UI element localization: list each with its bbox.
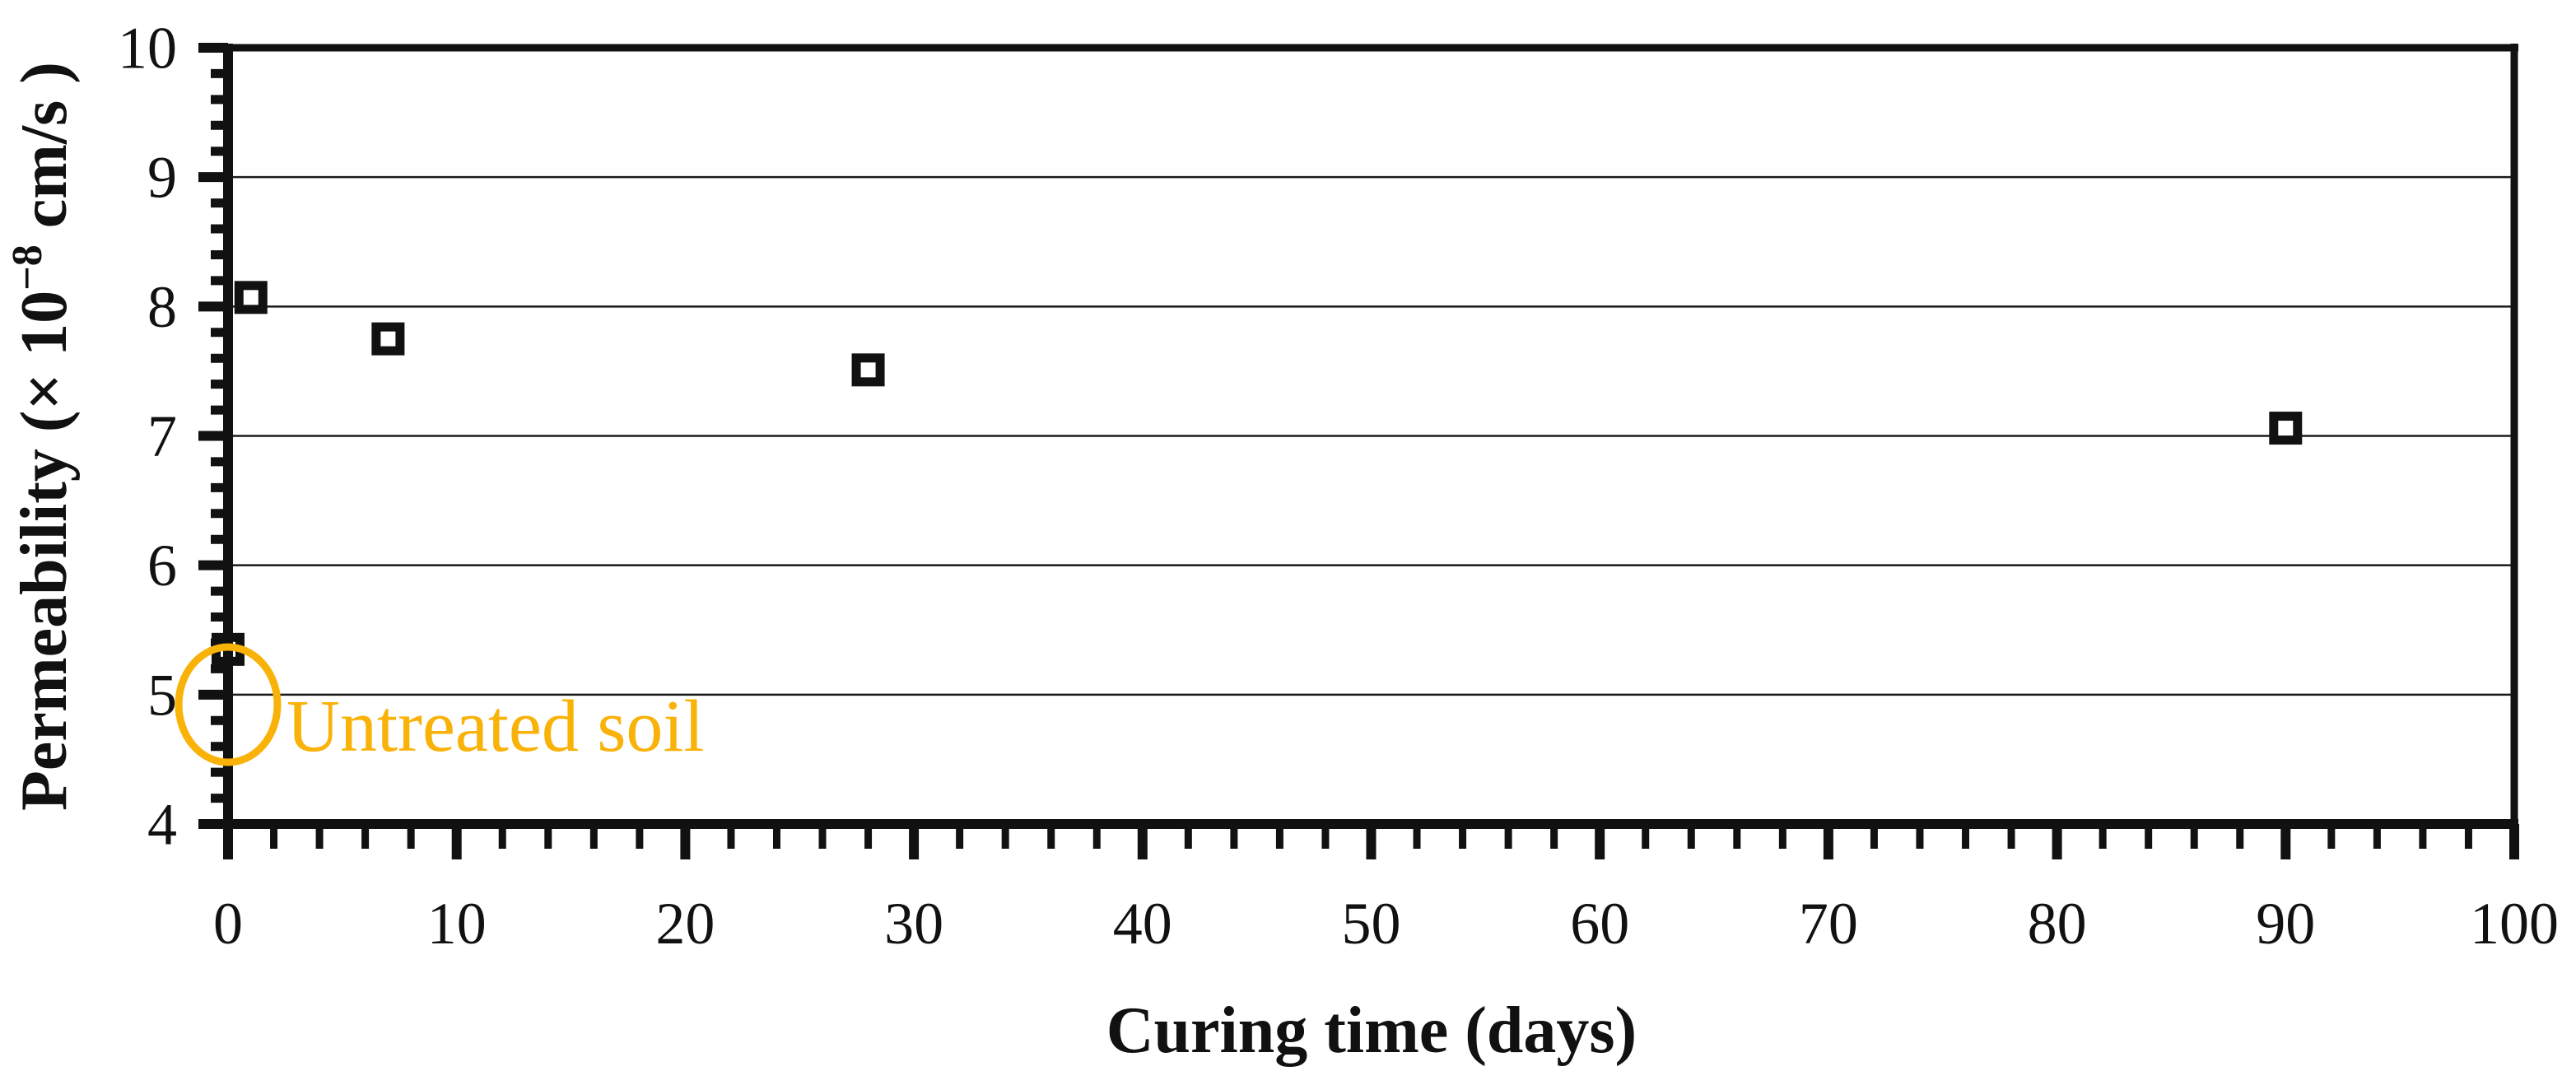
x-tick-label: 0 (213, 891, 243, 957)
data-point-square (851, 353, 885, 387)
y-tick-label: 5 (147, 662, 177, 728)
data-points (212, 281, 2303, 666)
x-tick-label: 60 (1570, 891, 1629, 957)
annotation-group: Untreated soil (175, 643, 704, 767)
data-point-square (2269, 412, 2303, 445)
x-tick-label: 30 (884, 891, 943, 957)
x-tick-label: 40 (1113, 891, 1172, 957)
x-tick-label: 70 (1799, 891, 1858, 957)
x-tick-label: 20 (655, 891, 715, 957)
x-tick-label: 10 (427, 891, 487, 957)
tick-marks (198, 43, 2519, 859)
x-tick-label: 90 (2256, 891, 2315, 957)
gridlines (228, 175, 2514, 696)
y-tick-label: 9 (147, 145, 177, 211)
annotation-text: Untreated soil (286, 686, 704, 767)
y-tick-label: 10 (118, 15, 177, 81)
data-point-square (234, 281, 268, 314)
annotation-circle (175, 643, 282, 766)
x-tick-label: 50 (1342, 891, 1401, 957)
y-axis-title: Permeability (× 10−8 cm/s ) (4, 62, 81, 811)
tick-labels: 10 9 8 7 6 5 40 10 20 30 40 50 60 70 80 90 100 (118, 15, 2559, 957)
x-tick-label: 80 (2028, 891, 2087, 957)
x-tick-label: 100 (2470, 891, 2559, 957)
y-tick-label: 6 (147, 533, 177, 598)
x-axis-title: Curing time (days) (1106, 994, 1637, 1067)
y-tick-label: 4 (147, 791, 177, 857)
data-point-square (371, 322, 405, 356)
y-tick-label: 8 (147, 274, 177, 340)
y-tick-label: 7 (147, 403, 177, 469)
